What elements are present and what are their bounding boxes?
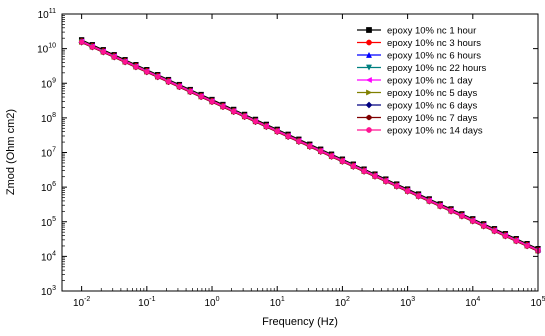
data-point bbox=[100, 49, 106, 55]
data-point bbox=[350, 163, 356, 169]
x-axis: 10-2 10-1 100 101 102 103 104 105 bbox=[73, 14, 545, 309]
data-point bbox=[198, 94, 204, 100]
legend-label: epoxy 10% nc 6 days bbox=[387, 101, 478, 112]
x-tick-label: 101 bbox=[270, 296, 285, 309]
legend-item: epoxy 10% nc 14 days bbox=[357, 126, 483, 137]
data-point bbox=[231, 108, 237, 115]
x-tick-label: 100 bbox=[205, 296, 220, 309]
x-axis-label: Frequency (Hz) bbox=[262, 316, 338, 328]
data-point bbox=[459, 213, 465, 219]
x-tick-label: 104 bbox=[465, 296, 480, 309]
y-tick-label: 1010 bbox=[37, 43, 56, 56]
data-point bbox=[89, 44, 95, 50]
data-point bbox=[470, 218, 476, 224]
legend-marker bbox=[365, 76, 372, 84]
legend-marker bbox=[366, 27, 372, 33]
data-point bbox=[318, 148, 324, 155]
y-tick-label: 108 bbox=[41, 112, 56, 125]
legend-item: epoxy 10% nc 1 day bbox=[357, 76, 473, 87]
data-point bbox=[415, 193, 422, 199]
legend-marker bbox=[365, 64, 373, 71]
data-point bbox=[296, 138, 302, 145]
data-point bbox=[111, 54, 117, 60]
data-point bbox=[339, 158, 346, 164]
x-tick-label: 10-1 bbox=[138, 296, 155, 309]
data-point bbox=[328, 153, 335, 160]
data-point bbox=[448, 208, 454, 214]
data-point bbox=[307, 143, 313, 150]
x-tick-label: 105 bbox=[530, 296, 545, 309]
legend-marker bbox=[365, 101, 373, 109]
legend-item: epoxy 10% nc 5 days bbox=[357, 88, 478, 99]
legend-label: epoxy 10% nc 6 hours bbox=[387, 51, 481, 62]
y-tick-label: 109 bbox=[41, 77, 56, 90]
data-point bbox=[437, 203, 443, 209]
data-point bbox=[144, 69, 150, 75]
series-9 bbox=[78, 39, 541, 254]
data-point bbox=[361, 168, 367, 174]
y-tick-label: 1011 bbox=[38, 8, 56, 21]
data-point bbox=[220, 104, 226, 110]
data-point bbox=[404, 188, 411, 194]
data-point bbox=[383, 178, 389, 184]
data-point bbox=[122, 59, 128, 65]
y-tick-label: 104 bbox=[41, 250, 56, 263]
y-axis-label: Zmod (Ohm cm2) bbox=[5, 109, 17, 195]
legend-label: epoxy 10% nc 5 days bbox=[387, 88, 478, 99]
data-point bbox=[176, 84, 183, 90]
legend-item: epoxy 10% nc 1 hour bbox=[357, 26, 476, 37]
legend-item: epoxy 10% nc 22 hours bbox=[357, 63, 487, 74]
y-tick-label: 103 bbox=[41, 285, 56, 298]
x-tick-label: 103 bbox=[400, 296, 415, 309]
y-axis: 103 104 105 106 107 108 109 1010 1011 bbox=[37, 8, 538, 298]
plot-marks bbox=[78, 37, 542, 255]
legend-marker bbox=[366, 89, 373, 96]
data-point bbox=[133, 64, 139, 70]
x-tick-label: 102 bbox=[335, 296, 350, 309]
data-point bbox=[274, 128, 280, 135]
data-point bbox=[165, 79, 172, 85]
data-point bbox=[513, 238, 519, 244]
data-point bbox=[241, 113, 248, 120]
legend-item: epoxy 10% nc 3 hours bbox=[357, 38, 481, 49]
x-tick-label: 10-2 bbox=[73, 296, 90, 309]
legend-label: epoxy 10% nc 3 hours bbox=[387, 38, 481, 49]
legend-item: epoxy 10% nc 7 days bbox=[357, 113, 478, 124]
data-point bbox=[481, 223, 487, 229]
legend-marker bbox=[366, 114, 372, 121]
legend-item: epoxy 10% nc 6 days bbox=[357, 101, 478, 112]
data-point bbox=[78, 39, 85, 45]
data-point bbox=[502, 233, 509, 239]
legend-label: epoxy 10% nc 14 days bbox=[387, 126, 483, 137]
data-point bbox=[252, 118, 259, 125]
y-tick-label: 107 bbox=[41, 147, 56, 160]
y-tick-label: 105 bbox=[41, 216, 56, 229]
data-point bbox=[426, 198, 432, 204]
legend-marker bbox=[365, 51, 373, 58]
legend-marker bbox=[366, 127, 372, 133]
legend-label: epoxy 10% nc 1 hour bbox=[387, 26, 476, 37]
legend-label: epoxy 10% nc 22 hours bbox=[387, 63, 487, 74]
legend-marker bbox=[366, 39, 372, 46]
data-point bbox=[155, 74, 161, 80]
data-point bbox=[491, 228, 498, 234]
data-point bbox=[372, 173, 378, 179]
data-point bbox=[285, 133, 291, 140]
data-point bbox=[394, 183, 400, 189]
data-point bbox=[524, 243, 530, 249]
data-point bbox=[263, 123, 269, 130]
legend-item: epoxy 10% nc 6 hours bbox=[357, 51, 481, 62]
data-point bbox=[209, 99, 215, 105]
legend-label: epoxy 10% nc 1 day bbox=[387, 76, 473, 87]
y-tick-label: 106 bbox=[41, 181, 56, 194]
data-point bbox=[187, 89, 193, 95]
legend-label: epoxy 10% nc 7 days bbox=[387, 113, 478, 124]
